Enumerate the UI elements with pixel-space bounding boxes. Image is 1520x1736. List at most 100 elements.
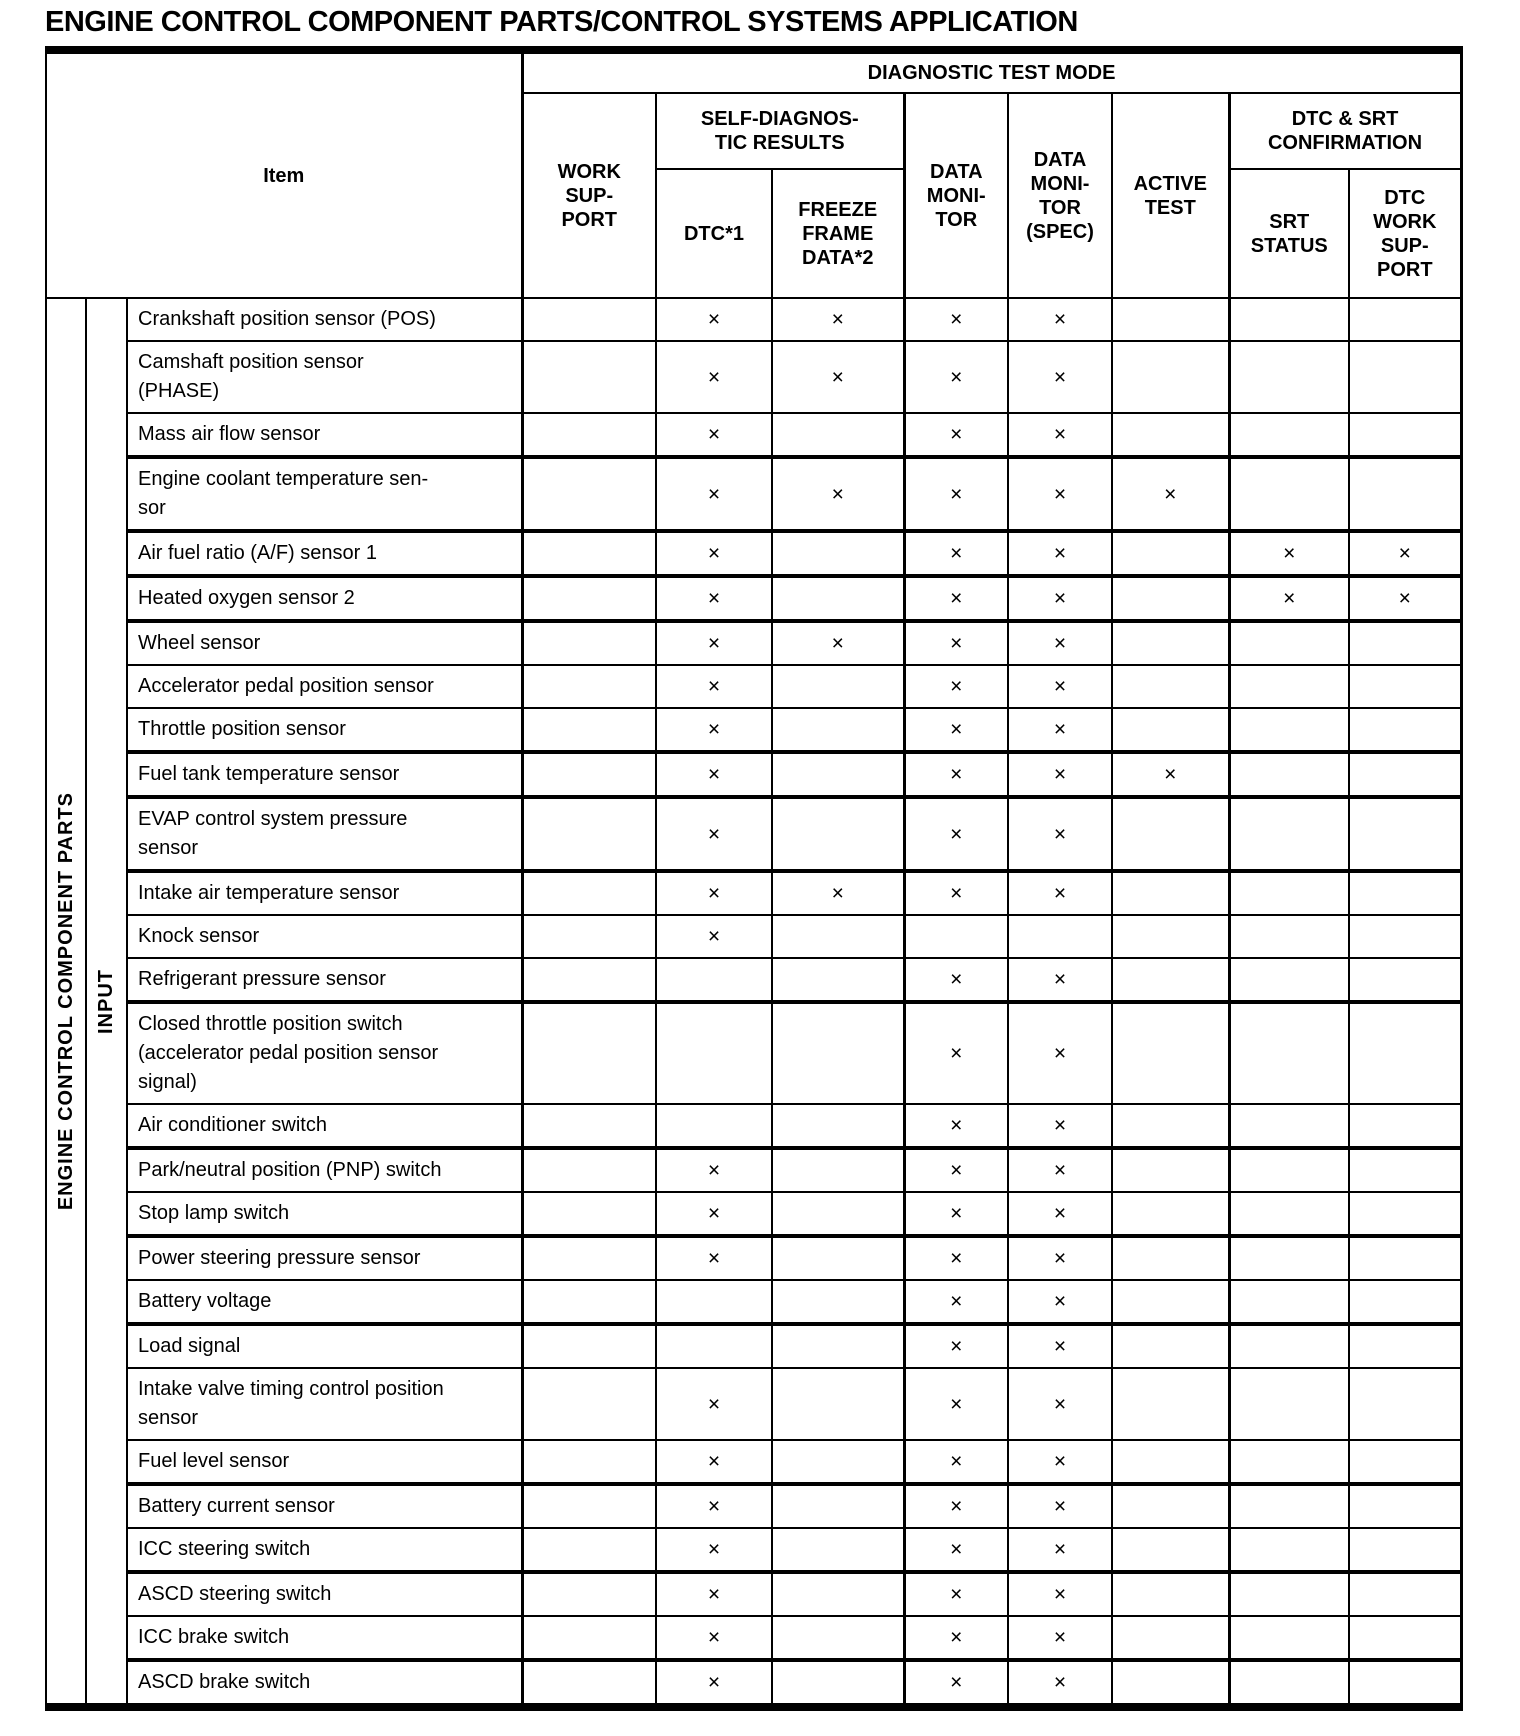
cell-dtc: ×: [655, 1659, 773, 1708]
table-row: ASCD brake switch × × ×: [46, 1659, 1463, 1708]
cell-work-support: [521, 664, 657, 709]
cell-dtc: ×: [655, 456, 773, 533]
page-title: ENGINE CONTROL COMPONENT PARTS/CONTROL S…: [45, 6, 1078, 38]
cell-dtc: [655, 957, 773, 1004]
cell-srt-status: [1228, 1147, 1350, 1193]
cell-work-support: [521, 1483, 657, 1529]
cell-data-monitor: ×: [903, 870, 1009, 916]
cell-data-monitor: ×: [903, 796, 1009, 873]
cell-data-monitor: ×: [903, 1103, 1009, 1150]
cell-srt-status: [1228, 707, 1350, 754]
table-row: Park/neutral position (PNP) switch × × ×: [46, 1147, 1463, 1193]
cell-active-test: [1111, 1571, 1231, 1617]
cell-freeze-frame-data: [771, 1147, 906, 1193]
cell-srt-status: [1228, 1279, 1350, 1326]
cell-freeze-frame-data: [771, 1323, 906, 1369]
cell-active-test: [1111, 1527, 1231, 1574]
cell-work-support: [521, 1571, 657, 1617]
cell-dtc-work-support: [1347, 664, 1463, 709]
cell-data-monitor: ×: [903, 664, 1009, 709]
cell-active-test: [1111, 1439, 1231, 1486]
cell-data-monitor-spec: ×: [1007, 1001, 1113, 1105]
cell-work-support: [521, 412, 657, 459]
item-line: Fuel tank temperature sensor: [138, 763, 400, 785]
table-row: Stop lamp switch × × ×: [46, 1191, 1463, 1238]
cell-data-monitor-spec: ×: [1007, 870, 1113, 916]
item-line: ICC steering switch: [138, 1538, 311, 1560]
table-row: ICC steering switch × × ×: [46, 1527, 1463, 1574]
cell-srt-status: [1228, 1367, 1350, 1441]
cell-dtc: ×: [655, 1147, 773, 1193]
side-label-input: INPUT: [85, 297, 128, 1708]
item-cell: Wheel sensor: [126, 620, 524, 666]
cell-dtc: ×: [655, 664, 773, 709]
item-line: Heated oxygen sensor 2: [138, 587, 355, 609]
cell-active-test: [1111, 412, 1231, 459]
cell-dtc-work-support: [1347, 1323, 1463, 1369]
cell-work-support: [521, 1527, 657, 1574]
table-row: Engine coolant temperature sen-sor × × × × ×: [46, 456, 1463, 533]
cell-dtc-work-support: [1347, 1103, 1463, 1150]
cell-srt-status: [1228, 456, 1350, 533]
cell-freeze-frame-data: [771, 1615, 906, 1662]
cell-data-monitor-spec: ×: [1007, 1235, 1113, 1281]
side-label-component-parts: ENGINE CONTROL COMPONENT PARTS: [45, 297, 87, 1708]
table-row: Accelerator pedal position sensor × × ×: [46, 664, 1463, 709]
cell-dtc: ×: [655, 751, 773, 799]
cell-dtc: [655, 1103, 773, 1150]
dtc-header: DTC*1: [655, 168, 773, 299]
item-cell: Stop lamp switch: [126, 1191, 524, 1238]
cell-data-monitor: ×: [903, 707, 1009, 754]
cell-work-support: [521, 914, 657, 959]
active-test-header: ACTIVE TEST: [1111, 92, 1231, 299]
cell-srt-status: [1228, 1323, 1350, 1369]
cell-srt-status: ×: [1228, 530, 1350, 578]
cell-active-test: [1111, 796, 1231, 873]
cell-dtc: ×: [655, 1571, 773, 1617]
cell-active-test: [1111, 1367, 1231, 1441]
cell-dtc-work-support: ×: [1347, 575, 1463, 623]
cell-srt-status: [1228, 1659, 1350, 1708]
item-cell: Battery voltage: [126, 1279, 524, 1326]
cell-dtc-work-support: [1347, 1659, 1463, 1708]
cell-active-test: ×: [1111, 751, 1231, 799]
item-cell: Air fuel ratio (A/F) sensor 1: [126, 530, 524, 578]
cell-dtc-work-support: ×: [1347, 530, 1463, 578]
cell-work-support: [521, 1367, 657, 1441]
item-line: Refrigerant pressure sensor: [138, 968, 386, 990]
cell-freeze-frame-data: [771, 1279, 906, 1326]
cell-work-support: [521, 707, 657, 754]
cell-data-monitor-spec: ×: [1007, 575, 1113, 623]
cell-srt-status: [1228, 751, 1350, 799]
cell-freeze-frame-data: [771, 914, 906, 959]
item-cell: Camshaft position sensor (PHASE): [126, 340, 524, 414]
cell-data-monitor-spec: ×: [1007, 957, 1113, 1004]
cell-active-test: [1111, 620, 1231, 666]
diagnostic-test-mode-header: DIAGNOSTIC TEST MODE: [520, 49, 1463, 94]
cell-data-monitor-spec: ×: [1007, 297, 1113, 342]
item-cell: Air conditioner switch: [126, 1103, 524, 1150]
item-cell: Crankshaft position sensor (POS): [126, 297, 524, 342]
item-line: sensor: [138, 837, 199, 859]
cell-dtc: ×: [655, 340, 773, 414]
cell-work-support: [521, 1001, 657, 1105]
cell-freeze-frame-data: ×: [771, 340, 906, 414]
cell-dtc-work-support: [1347, 1279, 1463, 1326]
cell-data-monitor-spec: ×: [1007, 1323, 1113, 1369]
cell-data-monitor-spec: ×: [1007, 1659, 1113, 1708]
table-row: Load signal × ×: [46, 1323, 1463, 1369]
cell-data-monitor-spec: ×: [1007, 1103, 1113, 1150]
cell-active-test: [1111, 870, 1231, 916]
cell-freeze-frame-data: [771, 796, 906, 873]
table-row: Air fuel ratio (A/F) sensor 1 × × × × ×: [46, 530, 1463, 578]
item-line: Wheel sensor: [138, 632, 261, 654]
cell-data-monitor-spec: ×: [1007, 620, 1113, 666]
cell-data-monitor-spec: ×: [1007, 796, 1113, 873]
item-line: Battery voltage: [138, 1290, 272, 1312]
cell-dtc: ×: [655, 620, 773, 666]
table-row: ASCD steering switch × × ×: [46, 1571, 1463, 1617]
item-cell: Engine coolant temperature sen-sor: [126, 456, 524, 533]
cell-freeze-frame-data: ×: [771, 620, 906, 666]
cell-data-monitor: ×: [903, 1439, 1009, 1486]
cell-data-monitor: ×: [903, 456, 1009, 533]
